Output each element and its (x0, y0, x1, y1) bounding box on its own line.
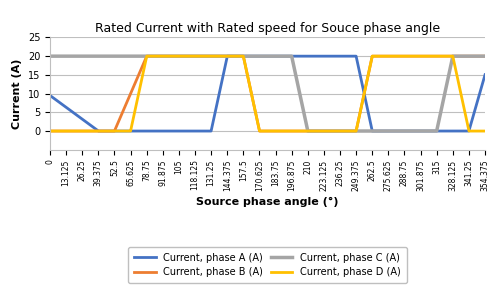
Current, phase B (A) (384, 54, 390, 58)
Current, phase A (A) (220, 77, 226, 80)
Current, phase B (A) (220, 54, 226, 58)
Current, phase C (A) (318, 129, 324, 133)
Current, phase A (A) (340, 54, 346, 58)
Line: Current, phase C (A): Current, phase C (A) (50, 56, 500, 131)
Title: Rated Current with Rated speed for Souce phase angle: Rated Current with Rated speed for Souce… (95, 22, 440, 35)
Current, phase A (A) (384, 129, 390, 133)
Current, phase C (A) (340, 129, 346, 133)
Line: Current, phase B (A): Current, phase B (A) (50, 56, 500, 131)
Current, phase C (A) (384, 129, 390, 133)
Current, phase B (A) (144, 54, 150, 58)
Current, phase B (A) (498, 54, 500, 58)
Current, phase D (A) (418, 54, 424, 58)
Current, phase A (A) (129, 129, 135, 133)
Current, phase D (A) (47, 129, 53, 133)
Current, phase B (A) (47, 129, 53, 133)
Current, phase A (A) (96, 129, 102, 133)
Current, phase B (A) (318, 129, 324, 133)
Current, phase B (A) (129, 89, 135, 92)
Current, phase B (A) (340, 129, 346, 133)
Current, phase A (A) (418, 129, 424, 133)
Line: Current, phase A (A): Current, phase A (A) (50, 19, 500, 131)
Current, phase D (A) (220, 54, 226, 58)
Current, phase C (A) (498, 54, 500, 58)
Y-axis label: Current (A): Current (A) (12, 58, 22, 129)
Current, phase D (A) (318, 129, 324, 133)
Current, phase D (A) (144, 54, 150, 58)
Current, phase C (A) (305, 129, 311, 133)
Legend: Current, phase A (A), Current, phase B (A), Current, phase C (A), Current, phase: Current, phase A (A), Current, phase B (… (128, 247, 406, 283)
Current, phase C (A) (129, 54, 135, 58)
Current, phase A (A) (318, 54, 324, 58)
Current, phase B (A) (418, 54, 424, 58)
Current, phase D (A) (129, 123, 135, 126)
X-axis label: Source phase angle (°): Source phase angle (°) (196, 197, 339, 207)
Current, phase D (A) (498, 129, 500, 133)
Current, phase D (A) (340, 129, 346, 133)
Current, phase D (A) (384, 54, 390, 58)
Current, phase A (A) (498, 17, 500, 20)
Current, phase A (A) (47, 94, 53, 97)
Current, phase C (A) (47, 54, 53, 58)
Line: Current, phase D (A): Current, phase D (A) (50, 56, 500, 131)
Current, phase C (A) (418, 129, 424, 133)
Current, phase C (A) (220, 54, 226, 58)
